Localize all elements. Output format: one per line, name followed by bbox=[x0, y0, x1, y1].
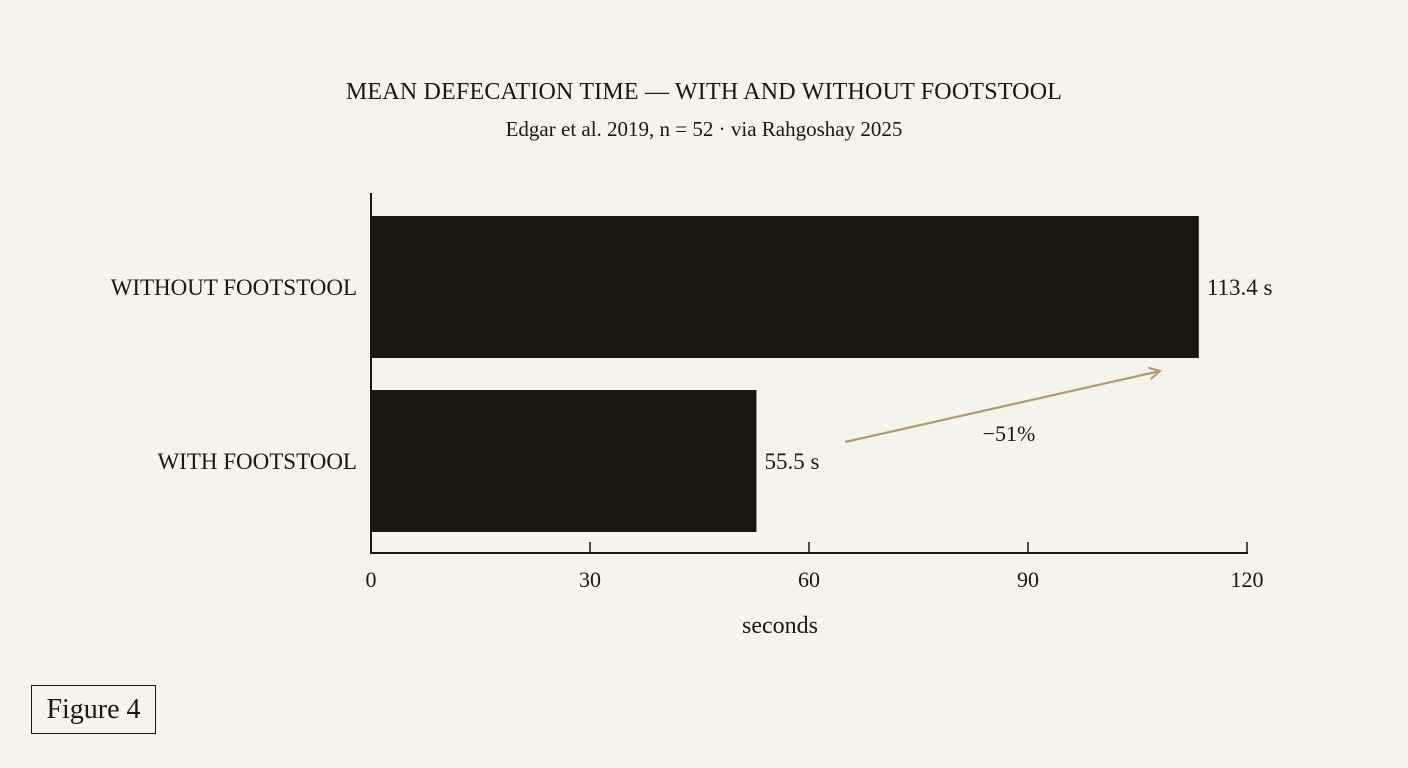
bar-0 bbox=[371, 216, 1199, 358]
value-label-1: 55.5 s bbox=[764, 449, 819, 474]
x-axis-title: seconds bbox=[742, 613, 818, 639]
figure-label: Figure 4 bbox=[31, 685, 156, 734]
x-tick-label-0: 0 bbox=[366, 567, 377, 592]
category-label-1: WITH FOOTSTOOL bbox=[157, 449, 357, 474]
x-tick-label-1: 30 bbox=[579, 567, 601, 592]
change-annotation-label: −51% bbox=[983, 421, 1036, 446]
chart-subtitle: Edgar et al. 2019, n = 52 · via Rahgosha… bbox=[506, 117, 903, 141]
x-tick-label-2: 60 bbox=[798, 567, 820, 592]
x-tick-label-3: 90 bbox=[1017, 567, 1039, 592]
bars-layer: WITHOUT FOOTSTOOL 113.4 s WITH FOOTSTOOL 55… bbox=[111, 216, 1273, 532]
category-label-0: WITHOUT FOOTSTOOL bbox=[111, 275, 357, 300]
value-label-0: 113.4 s bbox=[1207, 275, 1273, 300]
bar-1 bbox=[371, 390, 757, 532]
x-tick-label-4: 120 bbox=[1231, 567, 1264, 592]
x-ticks: 0 30 60 90 120 bbox=[366, 542, 1264, 592]
chart-title: MEAN DEFECATION TIME — WITH AND WITHOUT … bbox=[346, 79, 1062, 105]
change-arrow bbox=[844, 371, 1160, 444]
